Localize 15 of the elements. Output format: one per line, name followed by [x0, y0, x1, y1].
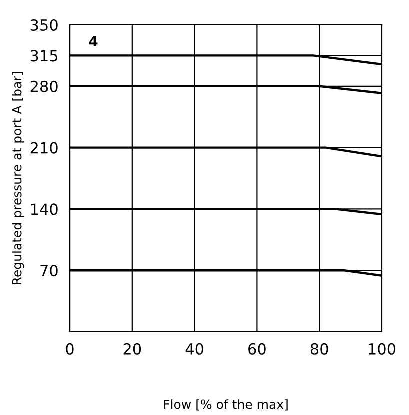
y-tick-label: 210	[30, 142, 58, 154]
y-tick-label: 315	[30, 50, 58, 62]
x-axis-title: Flow [% of the max]	[164, 400, 288, 411]
x-tick-label: 0	[66, 343, 74, 355]
x-tick-label: 40	[186, 343, 204, 355]
y-tick-label: 350	[30, 19, 58, 32]
y-tick-label: 140	[31, 204, 58, 216]
x-tick-label: 20	[124, 343, 142, 355]
y-tick-label: 70	[40, 265, 58, 277]
x-tick-label: 80	[310, 343, 328, 355]
y-tick-label: 280	[30, 80, 58, 92]
x-tick-label: 60	[248, 343, 266, 355]
annotation: 4	[89, 36, 98, 46]
y-axis-title: Regulated pressure at port A [bar]	[12, 72, 24, 284]
x-tick-label: 100	[369, 343, 396, 355]
